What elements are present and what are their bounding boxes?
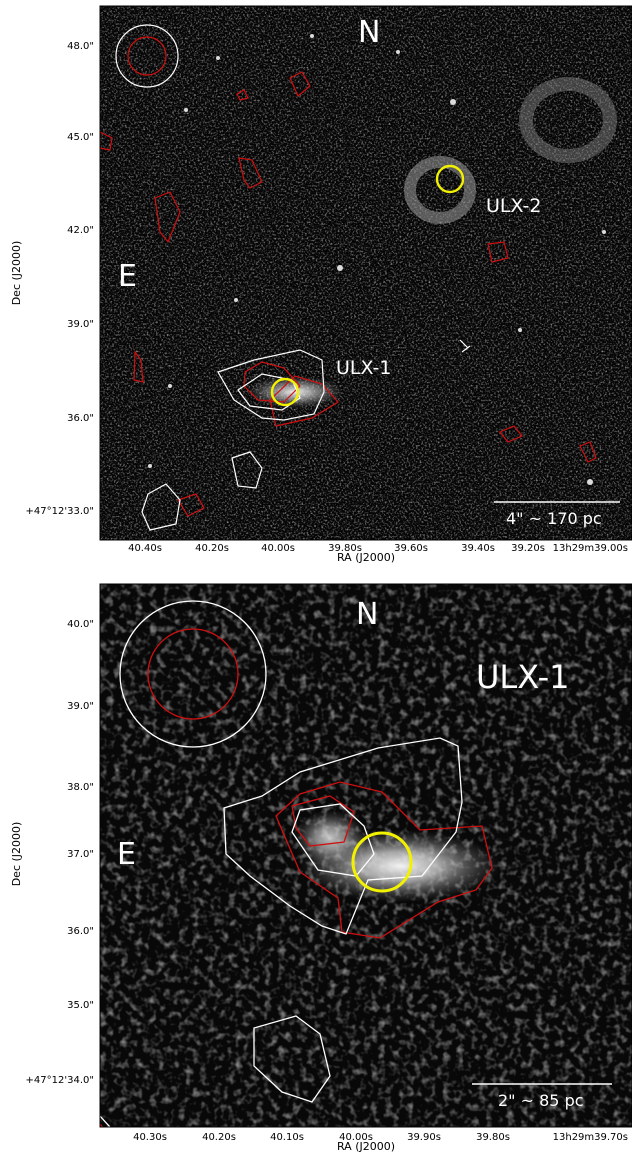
- y-tick-label: 37.0": [67, 849, 94, 860]
- x-tick-label: 40.40s: [128, 543, 162, 552]
- x-tick-label: 39.20s: [511, 543, 545, 552]
- y-tick-label: 35.0": [67, 1000, 94, 1011]
- x-tick-label: 13h29m39.70s: [553, 1132, 628, 1143]
- x-tick-label: 40.20s: [202, 1132, 236, 1143]
- top-x-ticks: 40.40s 40.20s 40.00s 39.80s 39.60s 39.40…: [128, 543, 628, 554]
- white-contours: [100, 600, 463, 1127]
- y-tick-label: 45.0": [67, 132, 94, 143]
- top-y-ticks: 48.0" 45.0" 42.0" 39.0" 36.0" +47°12'33.…: [26, 41, 94, 517]
- x-tick-label: 39.90s: [407, 1132, 441, 1143]
- x-tick-label: 40.30s: [133, 1132, 167, 1143]
- bottom-y-axis-title: Dec (J2000): [10, 822, 23, 887]
- bottom-frame: [99, 583, 632, 1128]
- east-label: E: [118, 259, 137, 294]
- white-contours: [115, 24, 471, 531]
- y-tick-label: 36.0": [67, 926, 94, 937]
- x-tick-label: 40.00s: [339, 1132, 373, 1143]
- x-tick-label: 40.20s: [195, 543, 229, 552]
- bottom-image-area: N E ULX-1 2" ~ 85 pc: [100, 584, 632, 1127]
- scalebar-label: 4" ~ 170 pc: [506, 509, 602, 528]
- bottom-panel-figure: N E ULX-1 2" ~ 85 pc 40.0" 39.0" 38.0" 3…: [10, 583, 632, 1143]
- y-tick-label: +47°12'33.0": [26, 506, 94, 517]
- y-tick-label: 39.0": [67, 701, 94, 712]
- ulx1-label: ULX-1: [336, 357, 392, 379]
- bottom-image-panel: N E ULX-1 2" ~ 85 pc 40.0" 39.0" 38.0" 3…: [0, 576, 632, 1152]
- bottom-x-axis-title: RA (J2000): [336, 1140, 396, 1153]
- bottom-x-ticks: 40.30s 40.20s 40.10s 40.00s 39.90s 39.80…: [133, 1132, 628, 1143]
- y-tick-label: 42.0": [67, 225, 94, 236]
- y-tick-label: 48.0": [67, 41, 94, 52]
- ulx1-marker: [351, 831, 413, 893]
- north-label: N: [356, 597, 378, 632]
- top-y-axis-title: Dec (J2000): [10, 241, 23, 306]
- ulx1-emission: [247, 376, 343, 408]
- scalebar-label: 2" ~ 85 pc: [498, 1091, 584, 1110]
- top-panel-figure: N E ULX-1 ULX-2 4" ~ 170 pc 48.0" 45.0" …: [10, 5, 632, 554]
- y-tick-label: 36.0": [67, 413, 94, 424]
- top-image-panel: N E ULX-1 ULX-2 4" ~ 170 pc 48.0" 45.0" …: [0, 0, 632, 554]
- y-tick-label: 39.0": [67, 319, 94, 330]
- ulx2-label: ULX-2: [486, 195, 542, 217]
- ulx2-marker: [435, 164, 465, 194]
- east-label: E: [117, 837, 136, 872]
- x-tick-label: 13h29m39.00s: [553, 543, 628, 552]
- top-image-area: N E ULX-1 ULX-2 4" ~ 170 pc: [100, 6, 632, 540]
- x-tick-label: 40.00s: [261, 543, 295, 552]
- red-contours: [100, 36, 597, 517]
- y-tick-label: 38.0": [67, 782, 94, 793]
- north-label: N: [358, 15, 380, 50]
- x-tick-label: 39.80s: [328, 543, 362, 552]
- nebula-ring-upper: [519, 77, 617, 163]
- bottom-y-ticks: 40.0" 39.0" 38.0" 37.0" 36.0" 35.0" +47°…: [26, 619, 94, 1086]
- top-frame: [99, 5, 632, 541]
- y-tick-label: 40.0": [67, 619, 94, 630]
- star-field: [148, 34, 606, 485]
- top-x-axis-title: RA (J2000): [336, 551, 396, 564]
- y-tick-label: +47°12'34.0": [26, 1075, 94, 1086]
- ulx1-label: ULX-1: [476, 658, 569, 696]
- ulx2-ring-nebula: [404, 156, 476, 224]
- x-tick-label: 39.60s: [394, 543, 428, 552]
- x-tick-label: 40.10s: [270, 1132, 304, 1143]
- x-tick-label: 39.40s: [461, 543, 495, 552]
- ulx1-marker: [270, 377, 300, 407]
- red-contours: [100, 628, 493, 1127]
- x-tick-label: 39.80s: [476, 1132, 510, 1143]
